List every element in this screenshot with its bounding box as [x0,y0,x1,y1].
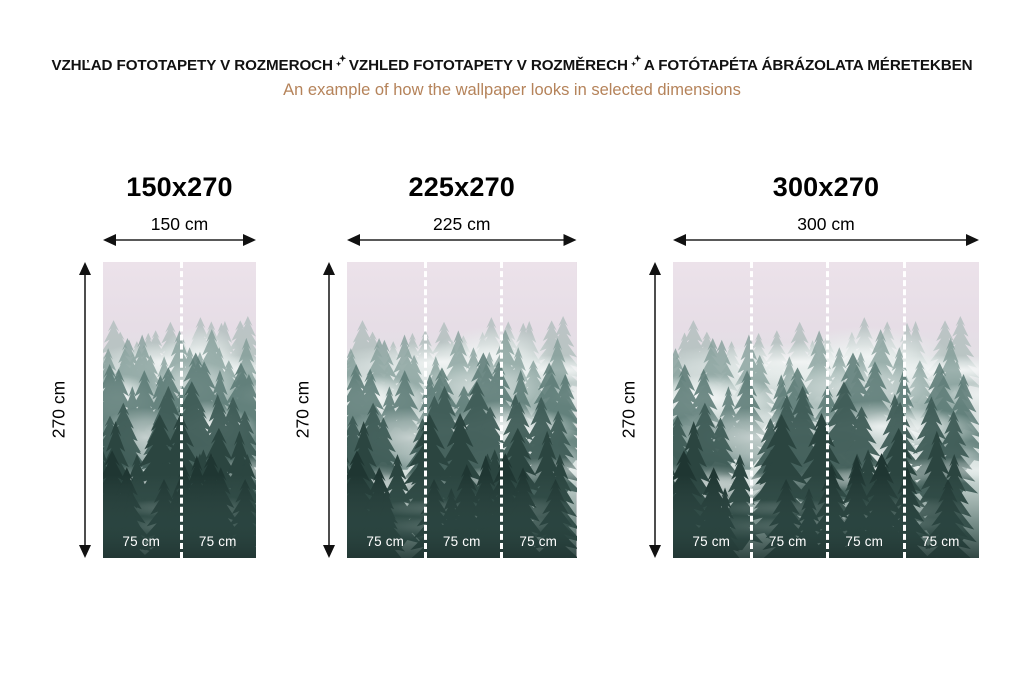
strip-width-label: 75 cm [768,534,807,549]
page-subtitle: An example of how the wallpaper looks in… [283,81,741,99]
panel-title: 150x270 [126,172,233,202]
panel-title: 225x270 [408,172,515,202]
width-dimension-label: 300 cm [797,214,855,234]
height-dimension-label: 270 cm [618,380,639,439]
strip-divider [179,262,183,558]
strip-width-label: 75 cm [921,534,960,549]
height-dimension-label: 270 cm [48,380,69,439]
title-part-hu: A FOTÓTAPÉTA ÁBRÁZOLATA MÉRETEKBEN [643,57,973,74]
strip-divider [749,262,753,558]
wallpaper-preview-image: 75 cm 75 cm [103,262,256,558]
wallpaper-preview-image: 75 cm 75 cm 75 cm 75 cm [673,262,979,558]
panel-title: 300x270 [772,172,880,202]
height-arrow [321,262,337,558]
strip-width-label: 75 cm [198,534,237,549]
page-title: VZHĽAD FOTOTAPETY V ROZMEROCH VZHLED FOT… [0,54,1024,74]
wallpaper-preview-image: 75 cm 75 cm 75 cm [347,262,577,558]
title-part-cs: VZHLED FOTOTAPETY V ROZMĚRECH [348,57,628,74]
strip-divider [500,262,503,558]
strip-width-label: 75 cm [845,534,884,549]
sparkles-icon-2 [628,54,644,73]
height-arrow [647,262,663,558]
strip-divider [902,262,906,558]
title-part-sk: VZHĽAD FOTOTAPETY V ROZMEROCH [51,57,333,74]
sparkles-icon [333,54,349,73]
strip-width-label: 75 cm [519,534,558,549]
width-arrow [103,232,256,248]
width-arrow [673,232,979,248]
strip-width-label: 75 cm [366,534,405,549]
strip-divider [826,262,829,558]
strip-width-label: 75 cm [692,534,731,549]
height-dimension-label: 270 cm [292,380,313,439]
strip-width-label: 75 cm [122,534,161,549]
height-arrow [77,262,93,558]
width-arrow [347,232,577,248]
width-dimension-label: 150 cm [150,214,209,234]
strip-divider [423,262,427,558]
strip-width-label: 75 cm [442,534,481,549]
width-dimension-label: 225 cm [433,214,491,234]
